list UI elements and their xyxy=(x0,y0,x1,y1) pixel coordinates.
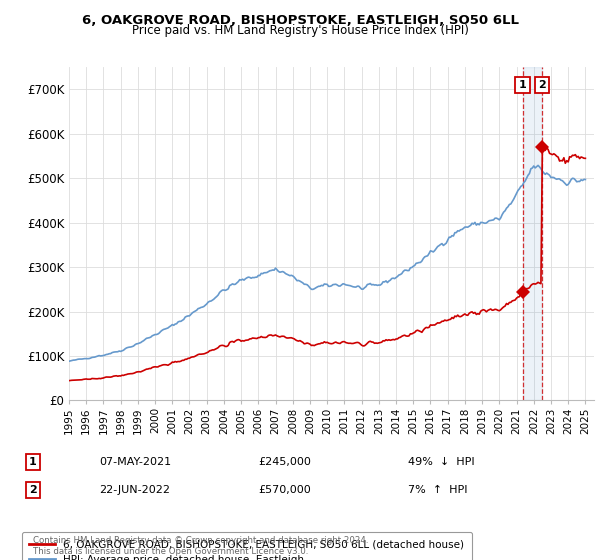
Text: 1: 1 xyxy=(518,80,526,90)
Text: 1: 1 xyxy=(29,457,37,467)
Text: Price paid vs. HM Land Registry's House Price Index (HPI): Price paid vs. HM Land Registry's House … xyxy=(131,24,469,37)
Text: 22-JUN-2022: 22-JUN-2022 xyxy=(99,485,170,495)
Bar xyxy=(523,67,542,400)
Text: Contains HM Land Registry data © Crown copyright and database right 2024.
This d: Contains HM Land Registry data © Crown c… xyxy=(33,536,368,556)
Text: 2: 2 xyxy=(29,485,37,495)
Text: 6, OAKGROVE ROAD, BISHOPSTOKE, EASTLEIGH, SO50 6LL: 6, OAKGROVE ROAD, BISHOPSTOKE, EASTLEIGH… xyxy=(82,14,518,27)
Text: 49%  ↓  HPI: 49% ↓ HPI xyxy=(408,457,475,467)
Text: 07-MAY-2021: 07-MAY-2021 xyxy=(99,457,171,467)
Text: £570,000: £570,000 xyxy=(258,485,311,495)
Legend: 6, OAKGROVE ROAD, BISHOPSTOKE, EASTLEIGH, SO50 6LL (detached house), HPI: Averag: 6, OAKGROVE ROAD, BISHOPSTOKE, EASTLEIGH… xyxy=(22,532,472,560)
Text: 2: 2 xyxy=(538,80,546,90)
Text: 7%  ↑  HPI: 7% ↑ HPI xyxy=(408,485,467,495)
Text: £245,000: £245,000 xyxy=(258,457,311,467)
